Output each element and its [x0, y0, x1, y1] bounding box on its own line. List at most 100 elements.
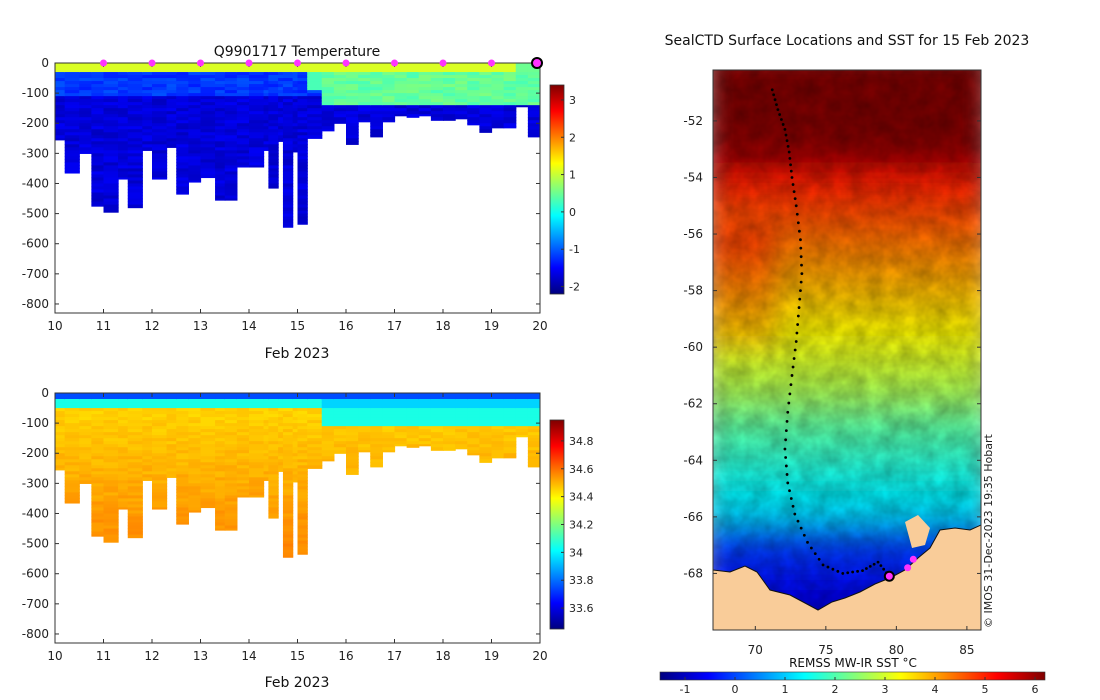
heatmap-cell: [268, 78, 279, 82]
surface-marker: [148, 59, 156, 67]
heatmap-cell: [297, 450, 308, 454]
heatmap-cell: [278, 90, 284, 94]
heatmap-cell: [79, 447, 92, 451]
heatmap-cell: [479, 423, 493, 427]
x-tick-label: 18: [435, 319, 450, 333]
heatmap-cell: [118, 108, 129, 112]
heatmap-cell: [142, 111, 153, 115]
heatmap-cell: [55, 417, 66, 421]
heatmap-cell: [406, 441, 420, 445]
heatmap-cell: [224, 123, 238, 127]
heatmap-cell: [467, 396, 480, 400]
heatmap-cell: [236, 399, 250, 403]
heatmap-cell: [346, 117, 359, 121]
heatmap-cell: [263, 399, 269, 403]
heatmap-cell: [370, 465, 383, 468]
heatmap-cell: [55, 453, 66, 457]
track-point: [787, 401, 791, 405]
heatmap-cell: [188, 129, 202, 133]
heatmap-cell: [503, 399, 517, 403]
heatmap-cell: [278, 405, 284, 409]
heatmap-cell: [55, 114, 66, 118]
heatmap-cell: [215, 432, 226, 436]
heatmap-cell: [224, 435, 238, 439]
heatmap-cell: [443, 87, 456, 91]
heatmap-cell: [467, 93, 480, 97]
heatmap-cell: [142, 396, 153, 400]
heatmap-cell: [142, 429, 153, 433]
heatmap-cell: [142, 102, 153, 106]
heatmap-cell: [467, 120, 480, 124]
heatmap-cell: [278, 399, 284, 403]
heatmap-cell: [307, 69, 323, 73]
heatmap-cell: [224, 480, 238, 484]
heatmap-cell: [127, 483, 143, 487]
heatmap-cell: [127, 414, 143, 418]
heatmap-cell: [249, 393, 265, 397]
heatmap-cell: [127, 63, 143, 67]
heatmap-cell: [321, 87, 335, 91]
map-x-tick-label: 80: [889, 643, 904, 657]
track-point: [791, 365, 795, 369]
sst-map-panel: SealCTD Surface Locations and SST for 15…: [659, 33, 1046, 696]
heatmap-cell: [215, 513, 226, 518]
heatmap-cell: [307, 417, 323, 421]
heatmap-cell: [282, 417, 294, 421]
heatmap-cell: [224, 402, 238, 406]
heatmap-cell: [282, 444, 294, 448]
heatmap-cell: [297, 81, 308, 85]
heatmap-cell: [176, 186, 189, 191]
heatmap-cell: [382, 72, 396, 76]
heatmap-cell: [152, 405, 168, 409]
heatmap-cell: [224, 459, 238, 463]
heatmap-cell: [346, 120, 359, 124]
heatmap-cell: [152, 72, 168, 76]
heatmap-cell: [127, 411, 143, 415]
heatmap-cell: [515, 90, 529, 94]
heatmap-cell: [394, 111, 408, 115]
heatmap-cell: [333, 111, 347, 115]
heatmap-cell: [236, 129, 250, 133]
heatmap-cell: [282, 393, 294, 397]
heatmap-cell: [249, 426, 265, 430]
heatmap-cell: [382, 414, 396, 418]
heatmap-cell: [79, 123, 92, 127]
heatmap-cell: [263, 72, 269, 76]
heatmap-cell: [307, 459, 323, 463]
heatmap-cell: [152, 477, 168, 481]
heatmap-cell: [176, 393, 189, 397]
heatmap-cell: [188, 180, 202, 183]
heatmap-cell: [321, 453, 335, 457]
heatmap-cell: [249, 405, 265, 409]
heatmap-cell: [79, 144, 92, 148]
y-tick-label: -500: [22, 537, 49, 551]
heatmap-cell: [418, 102, 432, 106]
heatmap-cell: [282, 546, 294, 551]
track-point: [775, 103, 778, 107]
heatmap-cell: [118, 150, 129, 154]
heatmap-cell: [91, 186, 105, 191]
heatmap-cell: [142, 423, 153, 427]
heatmap-cell: [297, 192, 308, 197]
heatmap-cell: [103, 132, 119, 136]
heatmap-cell: [503, 456, 517, 459]
heatmap-cell: [127, 177, 143, 182]
heatmap-cell: [103, 159, 119, 163]
heatmap-cell: [176, 510, 189, 515]
track-point: [784, 438, 788, 442]
heatmap-cell: [249, 123, 265, 127]
heatmap-cell: [268, 102, 279, 106]
heatmap-cell: [64, 141, 80, 145]
heatmap-cell: [268, 471, 279, 475]
sst-cell: [973, 70, 981, 72]
heatmap-cell: [491, 87, 505, 91]
heatmap-cell: [307, 93, 323, 97]
heatmap-cell: [346, 129, 359, 133]
heatmap-cell: [321, 84, 335, 88]
heatmap-cell: [176, 87, 189, 91]
heatmap-cell: [297, 195, 308, 200]
heatmap-cell: [321, 114, 335, 118]
sst-cell: [945, 70, 962, 72]
heatmap-cell: [215, 156, 226, 160]
heatmap-cell: [249, 411, 265, 415]
